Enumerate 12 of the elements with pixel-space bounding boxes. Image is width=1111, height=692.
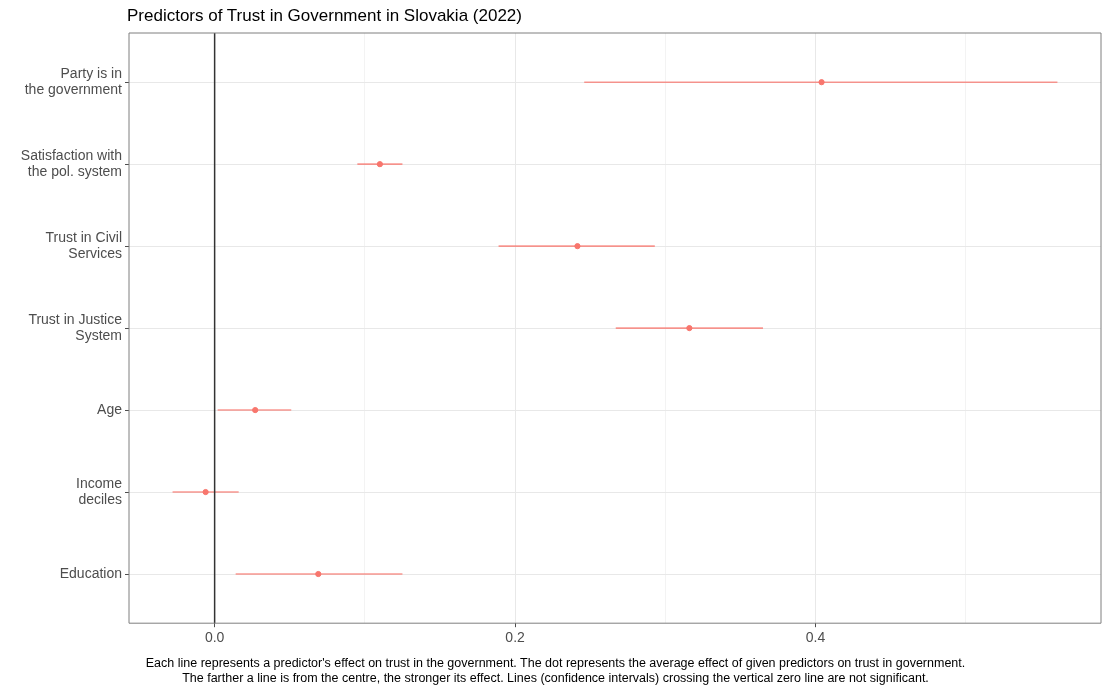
x-tick-label: 0.2 bbox=[505, 629, 526, 646]
y-tick-label: Trust in Justice System bbox=[28, 310, 123, 344]
text: Each line represents a predictor's effect on trust in the government. The dot represents the average effect of given predictors on trust in government. The farther a line is from the centre, the stronger its effect. Lines (confidence intervals) crossing the vertical zero line are not significant. bbox=[144, 656, 967, 686]
y-tick-label: Age bbox=[97, 400, 123, 417]
y-tick-label: Education bbox=[59, 564, 122, 581]
y-tick-label: Trust in Civil Services bbox=[45, 228, 122, 262]
y-tick-label: Income deciles bbox=[76, 474, 123, 508]
x-tick-label: 0.0 bbox=[204, 629, 225, 646]
chart-title: Predictors of Trust in Government in Slovakia (2022) bbox=[127, 6, 522, 26]
y-tick-label: Party is in the government bbox=[24, 64, 123, 98]
y-tick-label: Satisfaction with the pol. system bbox=[20, 146, 122, 180]
x-tick-label: 0.4 bbox=[805, 629, 826, 646]
